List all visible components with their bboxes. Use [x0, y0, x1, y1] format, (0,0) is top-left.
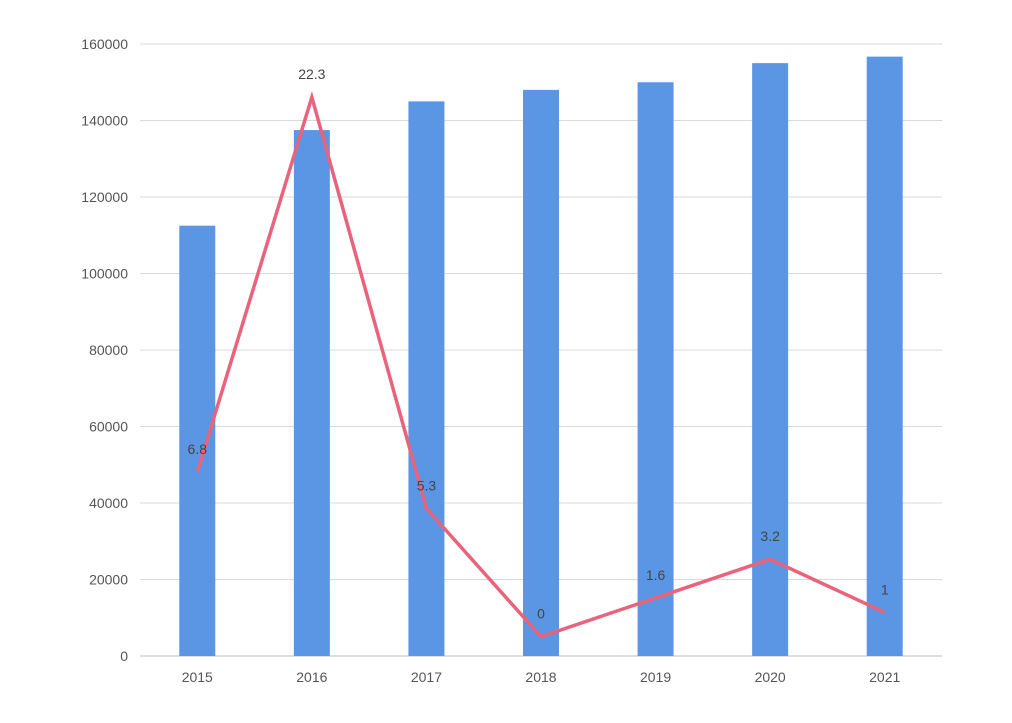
y-axis-tick-labels: 0 20000 40000 60000 80000 100000 120000 140000 1… — [81, 36, 128, 664]
line-data-label: 6.8 — [188, 441, 208, 457]
bar — [408, 101, 445, 656]
bar — [866, 56, 903, 657]
y-tick-label: 80000 — [89, 342, 128, 358]
x-tick-label: 2019 — [640, 669, 671, 685]
bar — [179, 225, 216, 656]
y-tick-label: 100000 — [81, 266, 128, 282]
bar-series — [179, 56, 903, 657]
line-data-label: 22.3 — [298, 66, 325, 82]
y-tick-label: 20000 — [89, 572, 128, 588]
x-tick-label: 2018 — [525, 669, 556, 685]
bar — [637, 82, 674, 656]
line-data-label: 5.3 — [417, 477, 437, 493]
line-series — [195, 90, 886, 639]
x-tick-label: 2020 — [755, 669, 786, 685]
x-tick-label: 2016 — [296, 669, 327, 685]
y-tick-label: 60000 — [89, 419, 128, 435]
y-tick-label: 140000 — [81, 113, 128, 129]
bar — [752, 63, 789, 656]
line-data-label: 0 — [537, 606, 545, 622]
x-tick-label: 2015 — [182, 669, 213, 685]
bar — [523, 89, 559, 656]
x-axis-tick-labels: 2015 2016 2017 2018 2019 2020 2021 — [182, 669, 901, 685]
bar — [293, 130, 330, 656]
line-data-label: 1 — [881, 581, 889, 597]
x-tick-label: 2017 — [411, 669, 442, 685]
line-data-labels: 6.8 22.3 5.3 0 1.6 3.2 1 — [188, 66, 889, 621]
y-tick-label: 160000 — [81, 36, 128, 52]
line-data-label: 1.6 — [646, 567, 666, 583]
x-tick-label: 2021 — [869, 669, 900, 685]
y-tick-label: 120000 — [81, 189, 128, 205]
y-tick-label: 0 — [120, 648, 128, 664]
y-tick-label: 40000 — [89, 495, 128, 511]
line-data-label: 3.2 — [760, 528, 780, 544]
